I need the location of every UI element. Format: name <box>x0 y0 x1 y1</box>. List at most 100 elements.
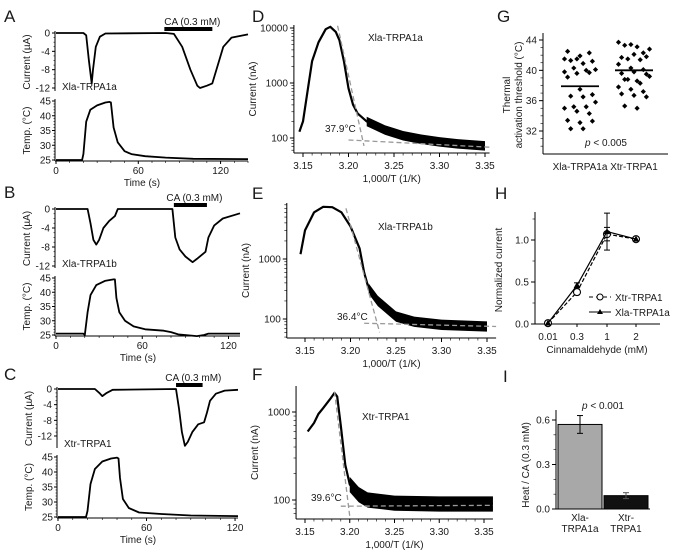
data-point <box>589 118 595 124</box>
data-point-triangle <box>573 281 581 288</box>
panel-f: F 100 1000 3.15 3.20 3.25 3.30 3.35 1,000/T (1/K… <box>250 365 494 551</box>
x-axis-label: 1,000/T (1/K) <box>363 174 421 185</box>
data-point <box>628 65 634 71</box>
data-point <box>583 104 589 110</box>
y-tick-label: 100 <box>271 134 288 145</box>
data-point <box>586 110 592 117</box>
bar <box>557 423 603 510</box>
x-axis-label: Time (s) <box>124 178 160 189</box>
construct-label: Xtr-TRPA1 <box>362 412 410 423</box>
x-tick-label: 120 <box>227 523 244 534</box>
y-tick-label: 10000 <box>260 24 288 35</box>
x-tick-label: 3.15 <box>293 161 313 172</box>
series-line <box>547 230 637 324</box>
data-point <box>577 86 583 92</box>
ca-label: CA (0.3 mM) <box>165 373 221 384</box>
panel-e: E 100 1000 3.15 3.20 3.25 3.30 3.35 1,000/T (1/K… <box>241 184 497 370</box>
x-axis-label: 1,000/T (1/K) <box>362 359 420 370</box>
data-point-triangle <box>603 228 611 235</box>
y-tick-label: -12 <box>36 84 51 95</box>
temperature-trace <box>56 101 249 161</box>
current-trace <box>58 388 239 447</box>
data-point <box>646 73 653 79</box>
y-tick-label: 45 <box>40 97 52 108</box>
y-tick-label: 25 <box>42 513 54 524</box>
data-point <box>625 76 631 83</box>
x-tick-label: 0 <box>55 523 61 534</box>
p-value-label: p < 0.005 <box>584 138 627 149</box>
noise-band <box>349 476 493 512</box>
y-tick-label: 36 <box>526 96 538 107</box>
y-tick-label: 1.0 <box>515 236 529 247</box>
data-point <box>574 56 580 62</box>
y-tick-label: 0.0 <box>515 320 529 331</box>
data-point <box>586 70 592 76</box>
current-y-label: Current (µA) <box>22 211 33 266</box>
y-tick-label: -12 <box>36 262 51 273</box>
panel-letter: B <box>4 183 15 202</box>
data-point <box>568 126 574 132</box>
data-point <box>619 54 625 61</box>
data-point <box>577 53 583 59</box>
x-tick-label: 3.30 <box>430 527 450 538</box>
y-tick-label: 45 <box>40 274 52 285</box>
data-point <box>565 48 571 54</box>
x-tick-label: 3.20 <box>341 346 361 357</box>
x-tick-label: 0.01 <box>538 332 558 343</box>
panel-g: G 32 36 40 44 Thermal activation threshold (°C… <box>497 7 668 173</box>
x-tick-label: 3.15 <box>295 527 315 538</box>
current-y-label: Current (µA) <box>24 391 35 446</box>
x-tick-label: 3.20 <box>340 527 360 538</box>
y-tick-label: 45 <box>42 453 54 464</box>
data-point <box>568 57 574 64</box>
y-tick-label: -4 <box>41 224 50 235</box>
x-tick-label: Xtr-TRPA1 <box>610 162 658 173</box>
y-tick-label: 100 <box>264 315 281 326</box>
linear-fit-line <box>364 322 497 328</box>
x-tick-label: Xtr- <box>618 513 634 524</box>
temp-y-label: Temp. (°C) <box>24 463 35 511</box>
x-tick-label: TRPA1 <box>610 524 642 535</box>
x-tick-label: 3.20 <box>339 161 359 172</box>
data-point <box>561 56 568 62</box>
data-point <box>571 65 577 71</box>
y-axis-label: Thermal <box>502 77 513 114</box>
threshold-label: 37.9°C <box>325 124 356 135</box>
x-axis-label: Cinnamaldehyde (mM) <box>546 345 647 356</box>
temperature-trace <box>56 278 240 337</box>
x-tick-label: 3.30 <box>430 161 450 172</box>
temp-y-label: Temp. (°C) <box>22 107 33 155</box>
data-point <box>561 69 568 75</box>
panel-letter: G <box>497 7 510 26</box>
data-point <box>574 70 580 76</box>
panel-letter: C <box>4 365 16 384</box>
data-point <box>628 86 634 92</box>
x-tick-label: 2 <box>633 332 639 343</box>
panel-letter: F <box>252 365 262 384</box>
data-point <box>643 94 649 100</box>
data-point <box>615 84 622 90</box>
current-trace <box>306 391 493 506</box>
x-tick-label: 60 <box>137 341 149 352</box>
data-point <box>580 60 586 67</box>
data-point <box>643 54 649 60</box>
panel-letter: D <box>252 7 264 26</box>
data-point <box>646 46 653 52</box>
current-trace <box>56 32 249 89</box>
y-tick-label: 0.3 <box>536 460 550 471</box>
temperature-trace <box>58 456 239 518</box>
x-tick-label: 3.15 <box>295 346 315 357</box>
x-tick-label: 3.30 <box>432 346 452 357</box>
data-point <box>634 78 640 84</box>
noise-band <box>368 283 487 332</box>
construct-label: Xla-TRPA1b <box>378 222 433 233</box>
ca-label: CA (0.3 mM) <box>166 193 222 204</box>
linear-fit-line <box>345 208 381 333</box>
x-tick-label: 3.25 <box>385 527 405 538</box>
y-tick-label: 0 <box>46 385 52 396</box>
y-axis-label: activation threshold (°C) <box>514 42 525 149</box>
y-tick-label: 1000 <box>266 79 289 90</box>
y-tick-label: 0 <box>44 205 50 216</box>
data-point <box>592 99 599 105</box>
